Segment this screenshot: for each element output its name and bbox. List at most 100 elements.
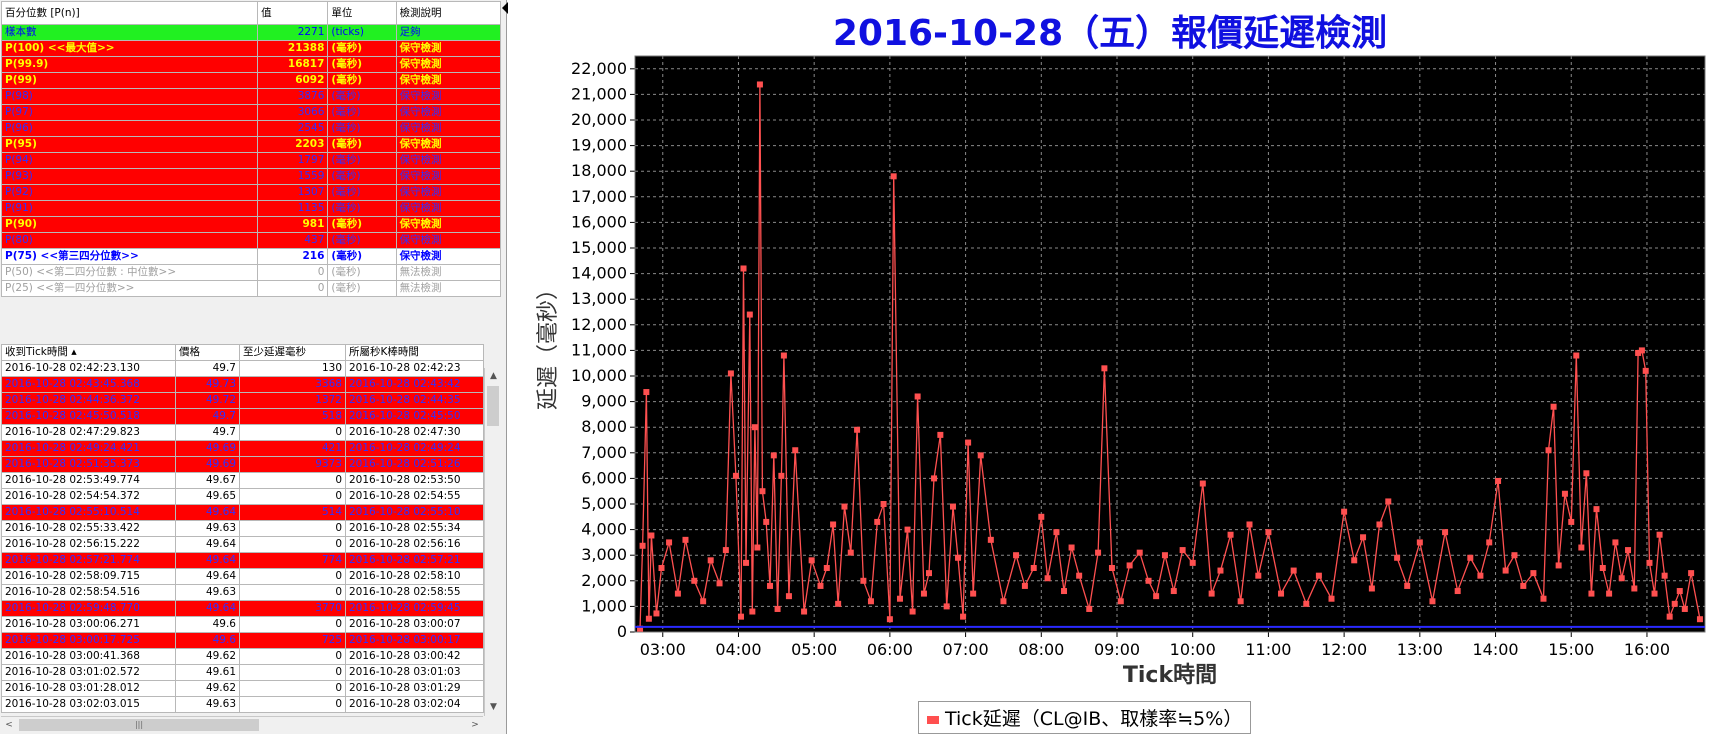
collapse-panel-button[interactable] [502,2,508,28]
percentile-row[interactable]: P(99.9) 16817 (毫秒) 保守檢測 [0,56,502,73]
tick-header-cell[interactable]: 價格 [175,344,240,361]
percentile-row[interactable]: P(95) 2203 (毫秒) 保守檢測 [0,136,502,153]
scroll-left-icon[interactable]: < [5,720,13,730]
percentile-row[interactable]: P(90) 981 (毫秒) 保守檢測 [0,216,502,233]
tick-row[interactable]: 2016-10-28 03:00:41.368 49.62 0 2016-10-… [1,648,484,665]
tick-row[interactable]: 2016-10-28 02:44:36.372 49.72 1372 2016-… [1,392,484,409]
tick-row[interactable]: 2016-10-28 03:00:17.725 49.6 725 2016-10… [1,632,484,649]
tick-kbar-time: 2016-10-28 02:56:16 [345,536,484,553]
percentile-row[interactable]: P(25) <<第一四分位數>> 0 (毫秒) 無法檢測 [0,280,502,297]
percentile-label: P(100) <<最大值>> [0,40,259,57]
percentile-row[interactable]: P(96) 2545 (毫秒) 保守檢測 [0,120,502,137]
tick-row[interactable]: 2016-10-28 02:45:50.518 49.7 518 2016-10… [1,408,484,425]
percentile-row[interactable]: P(50) <<第二四分位數 : 中位數>> 0 (毫秒) 無法檢測 [0,264,502,281]
tick-kbar-time: 2016-10-28 02:49:24 [345,440,484,457]
tick-delay: 3368 [239,376,346,393]
percentile-row[interactable]: P(80) 437 (毫秒) 保守檢測 [0,232,502,249]
percentile-unit: (毫秒) [327,136,397,153]
percentile-row[interactable]: P(97) 3066 (毫秒) 保守檢測 [0,104,502,121]
percentile-label: P(75) <<第三四分位數>> [0,248,259,265]
tick-time: 2016-10-28 03:00:06.271 [1,616,176,633]
percentile-value: 437 [257,232,329,249]
latency-data-point [1661,572,1668,579]
tick-row[interactable]: 2016-10-28 02:51:35.373 49.69 9373 2016-… [1,456,484,473]
latency-data-point [808,557,815,564]
latency-data-point [727,370,734,377]
percentile-row[interactable]: P(100) <<最大值>> 21388 (毫秒) 保守檢測 [0,40,502,57]
percentile-header-cell[interactable]: 百分位數 [P(n)] [0,1,259,25]
percentile-row[interactable]: P(75) <<第三四分位數>> 216 (毫秒) 保守檢測 [0,248,502,265]
latency-data-point [904,526,911,533]
percentile-header-cell[interactable]: 值 [257,1,329,25]
y-tick-label: 13,000 [571,289,627,308]
y-tick-label: 12,000 [571,315,627,334]
percentile-header-cell[interactable]: 單位 [327,1,397,25]
tick-row[interactable]: 2016-10-28 03:00:06.271 49.6 0 2016-10-2… [1,616,484,633]
tick-row[interactable]: 2016-10-28 02:58:54.516 49.63 0 2016-10-… [1,584,484,601]
latency-data-point [987,536,994,543]
percentile-row[interactable]: P(99) 6092 (毫秒) 保守檢測 [0,72,502,89]
tick-table-horizontal-scrollbar[interactable]: < ||| > [1,716,483,733]
latency-data-point [674,590,681,597]
percentile-row[interactable]: P(93) 1559 (毫秒) 保守檢測 [0,168,502,185]
latency-data-point [1676,588,1683,595]
tick-header-cell[interactable]: 至少延遲毫秒 [239,344,346,361]
tick-delay: 0 [239,664,346,681]
tick-row[interactable]: 2016-10-28 03:01:28.012 49.62 0 2016-10-… [1,680,484,697]
tick-kbar-time: 2016-10-28 03:00:17 [345,632,484,649]
tick-header-cell[interactable]: 收到Tick時間 ▲ [1,344,176,361]
percentile-row[interactable]: P(91) 1135 (毫秒) 保守檢測 [0,200,502,217]
tick-row[interactable]: 2016-10-28 02:59:48.770 49.64 3770 2016-… [1,600,484,617]
latency-data-point [1511,552,1518,559]
y-tick-label: 5,000 [581,494,627,513]
latency-data-point [1000,598,1007,605]
tick-row[interactable]: 2016-10-28 02:47:29.823 49.7 0 2016-10-2… [1,424,484,441]
tick-row[interactable]: 2016-10-28 02:43:45.368 49.73 3368 2016-… [1,376,484,393]
percentile-row[interactable]: P(94) 1797 (毫秒) 保守檢測 [0,152,502,169]
latency-data-point [1126,562,1133,569]
latency-data-point [749,608,756,615]
percentile-row[interactable]: 樣本數 2271 (ticks) 足夠 [0,24,502,41]
tick-delay: 725 [239,632,346,649]
tick-price: 49.69 [175,440,240,457]
tick-header-cell[interactable]: 所屬秒K棒時間 [345,344,484,361]
scroll-up-icon[interactable]: ▲ [490,371,497,381]
scroll-down-icon[interactable]: ▼ [490,702,497,712]
percentile-row[interactable]: P(98) 3876 (毫秒) 保守檢測 [0,88,502,105]
latency-data-point [1625,547,1632,554]
tick-row[interactable]: 2016-10-28 02:55:10.514 49.64 514 2016-1… [1,504,484,521]
latency-data-point [707,557,714,564]
tick-table-vertical-scrollbar[interactable]: ▲ ▼ [484,368,502,716]
tick-row[interactable]: 2016-10-28 02:49:24.421 49.69 421 2016-1… [1,440,484,457]
scroll-right-icon[interactable]: > [471,720,479,730]
tick-delay: 514 [239,504,346,521]
tick-row[interactable]: 2016-10-28 02:57:21.774 49.64 774 2016-1… [1,552,484,569]
tick-row[interactable]: 2016-10-28 03:02:03.015 49.63 0 2016-10-… [1,696,484,713]
percentile-note: 保守檢測 [395,248,502,265]
percentile-unit: (毫秒) [327,200,397,217]
percentile-header-cell[interactable]: 檢測說明 [395,1,502,25]
horizontal-scroll-thumb[interactable]: ||| [19,719,259,731]
latency-data-point [1290,567,1297,574]
tick-row[interactable]: 2016-10-28 02:42:23.130 49.7 130 2016-10… [1,360,484,377]
latency-data-point [1255,572,1262,579]
legend-label: Tick延遲（CL@IB、取樣率≒5%） [945,708,1243,730]
percentile-note: 保守檢測 [395,72,502,89]
tick-row[interactable]: 2016-10-28 02:53:49.774 49.67 0 2016-10-… [1,472,484,489]
latency-data-point [977,452,984,459]
y-tick-label: 22,000 [571,59,627,78]
tick-row[interactable]: 2016-10-28 02:54:54.372 49.65 0 2016-10-… [1,488,484,505]
tick-row[interactable]: 2016-10-28 02:55:33.422 49.63 0 2016-10-… [1,520,484,537]
tick-row[interactable]: 2016-10-28 02:56:15.222 49.64 0 2016-10-… [1,536,484,553]
percentile-unit: (毫秒) [327,216,397,233]
tick-time: 2016-10-28 02:58:54.516 [1,584,176,601]
percentile-label: P(93) [0,168,259,185]
percentile-row[interactable]: P(92) 1307 (毫秒) 保守檢測 [0,184,502,201]
tick-price: 49.64 [175,552,240,569]
tick-row[interactable]: 2016-10-28 03:01:02.572 49.61 0 2016-10-… [1,664,484,681]
tick-row[interactable]: 2016-10-28 02:58:09.715 49.64 0 2016-10-… [1,568,484,585]
percentile-unit: (毫秒) [327,248,397,265]
percentile-unit: (毫秒) [327,40,397,57]
scroll-thumb[interactable] [487,386,499,426]
percentile-unit: (毫秒) [327,184,397,201]
